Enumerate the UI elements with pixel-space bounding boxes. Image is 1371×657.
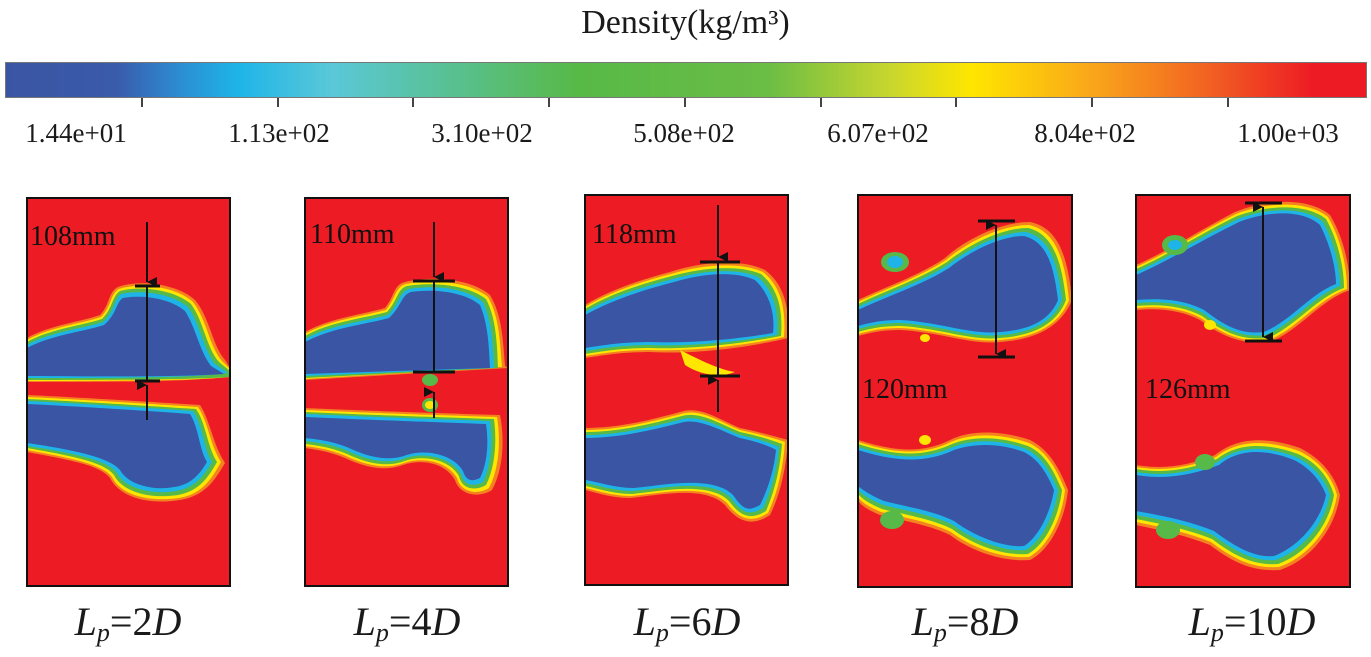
- vapor-cavity-upper: [1136, 201, 1350, 343]
- panel-lp-10d: 126mm: [1135, 194, 1351, 588]
- colorbar-tick-label: 1.44e+01: [25, 118, 127, 148]
- panel-caption: Lp=6D: [633, 599, 741, 647]
- colorbar-tick: [684, 98, 686, 107]
- colorbar-tick: [412, 98, 414, 107]
- measurement-label: 118mm: [592, 219, 677, 250]
- measurement-arrow: [135, 222, 160, 420]
- colorbar-tick-label: 1.13e+02: [228, 118, 330, 148]
- measurement-arrow: [700, 205, 740, 412]
- colorbar-tick: [141, 98, 143, 107]
- colorbar-tick: [548, 98, 550, 107]
- colorbar-tick-label: 5.08e+02: [633, 118, 735, 148]
- panel-lp-2d: 108mm: [26, 197, 231, 587]
- panel-caption: Lp=8D: [911, 599, 1019, 647]
- colorbar-tick-label: 6.07e+02: [827, 118, 929, 148]
- vapor-cavity-lower: [27, 395, 225, 502]
- vapor-cavity-lower: [585, 410, 788, 522]
- measurement-label: 110mm: [310, 219, 395, 250]
- measurement-label: 108mm: [30, 221, 116, 252]
- vapor-cavity-lower: [305, 408, 503, 495]
- colorbar-title: Density(kg/m³): [581, 4, 790, 41]
- panel-lp-8d: 120mm: [857, 194, 1073, 588]
- vapor-cavity-upper: [27, 283, 230, 382]
- measurement-label: 126mm: [1145, 374, 1231, 405]
- vapor-cavity-upper: [585, 262, 789, 376]
- colorbar-tick: [1091, 98, 1093, 107]
- measurement-arrow: [413, 222, 455, 418]
- measurement-arrow: [1245, 201, 1282, 343]
- panel-lp-6d: 118mm: [584, 194, 789, 586]
- colorbar-tick: [820, 98, 822, 107]
- panel-caption: Lp=2D: [74, 599, 182, 647]
- colorbar-tick: [277, 98, 279, 107]
- colorbar-tick: [955, 98, 957, 107]
- measurement-label: 120mm: [862, 374, 948, 405]
- vapor-cavity-upper: [305, 278, 508, 412]
- colorbar-tick-label: 1.00e+03: [1237, 118, 1339, 148]
- panel-lp-4d: 110mm: [304, 197, 509, 587]
- colorbar-tick-label: 3.10e+02: [431, 118, 533, 148]
- vapor-cavity-upper: [858, 222, 1072, 343]
- vapor-cavity-lower: [858, 432, 1068, 561]
- measurement-arrow: [978, 219, 1015, 359]
- colorbar-tick: [1227, 98, 1229, 107]
- panel-caption: Lp=4D: [353, 599, 461, 647]
- colorbar-tick-label: 8.04e+02: [1034, 118, 1136, 148]
- panel-caption: Lp=10D: [1188, 599, 1316, 647]
- vapor-cavity-lower: [1136, 440, 1340, 571]
- density-colorbar: [5, 62, 1367, 98]
